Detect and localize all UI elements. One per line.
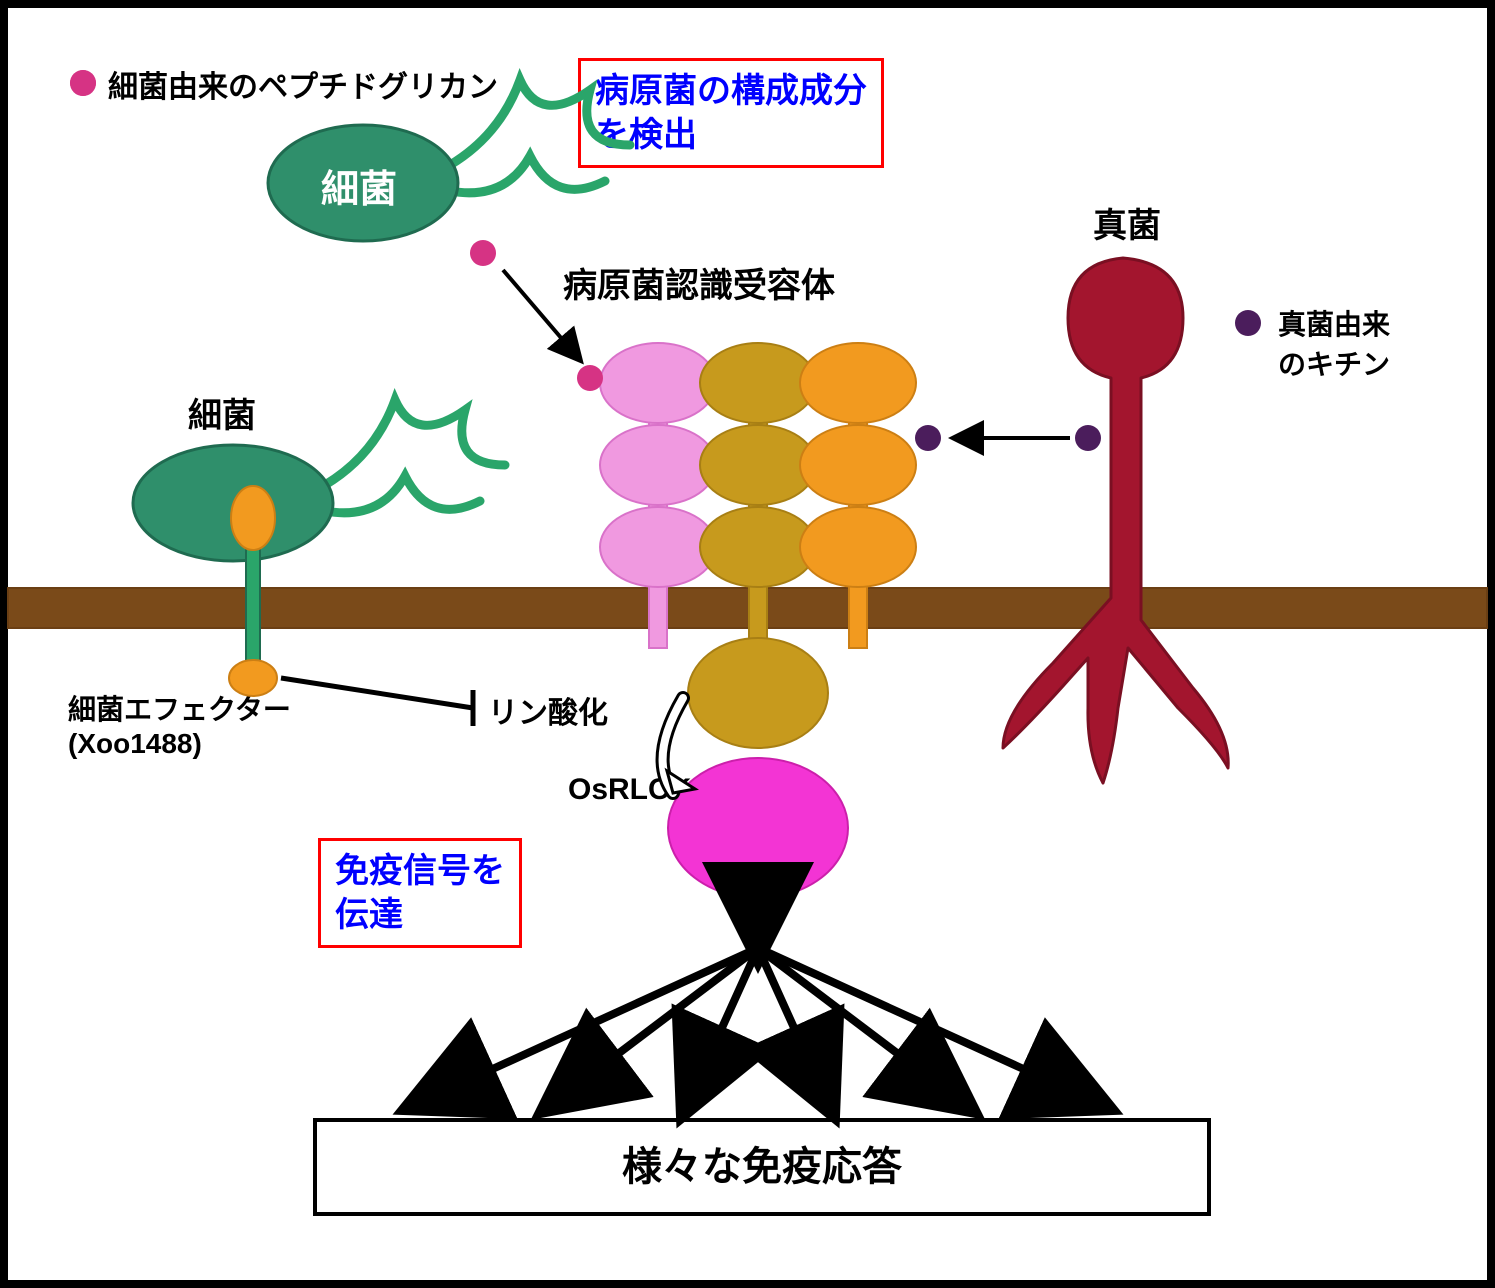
bacterium-top-label: 細菌 [321,158,397,213]
diagram-frame: 細菌由来のペプチドグリカン 病原菌の構成成分 を検出 免疫信号を 伝達 細菌 真… [0,0,1495,1288]
diagram-svg [8,8,1487,1280]
